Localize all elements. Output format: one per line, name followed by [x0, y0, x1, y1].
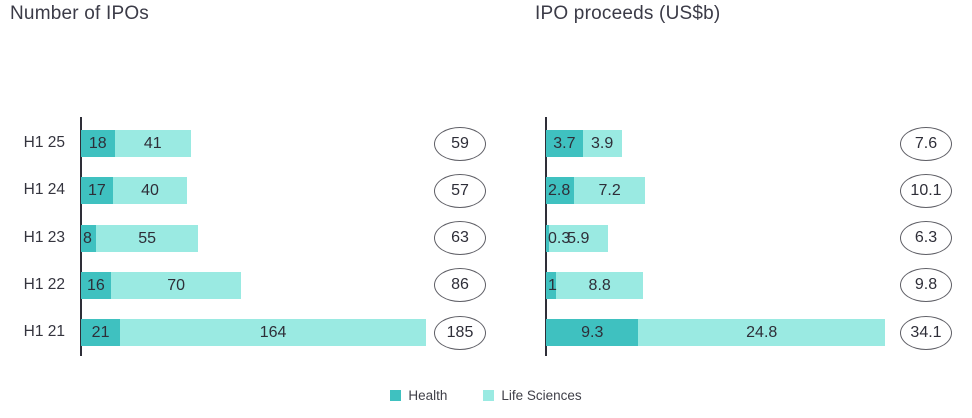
- legend-label-health: Health: [408, 387, 448, 403]
- bar-value-label: 9.3: [581, 324, 604, 341]
- bar-value-label: 18: [88, 135, 107, 152]
- chart-title-number-of-ipos: Number of IPOs: [10, 3, 150, 24]
- health-swatch-icon: [390, 389, 402, 401]
- total-oval: [900, 315, 952, 350]
- bar-value-label: 3.7: [553, 135, 576, 152]
- legend-label-life-sciences: Life Sciences: [501, 387, 582, 403]
- bar-value-label: 16: [87, 276, 105, 294]
- total-oval: [434, 173, 486, 208]
- total-value-label: 86: [451, 276, 469, 294]
- bar-segment-health: [546, 177, 574, 205]
- bar-segment-life-sciences: [573, 177, 646, 205]
- total-oval: [434, 126, 486, 161]
- total-oval: [900, 268, 952, 303]
- category-label: H1 24: [23, 181, 65, 199]
- total-oval: [434, 268, 486, 303]
- bar-segment-life-sciences: [638, 319, 885, 346]
- total-value-label: 7.6: [914, 134, 938, 152]
- total-value-label: 57: [451, 181, 469, 199]
- bar-segment-life-sciences: [110, 271, 242, 299]
- bar-segment-life-sciences: [548, 224, 608, 252]
- legend-item-health: Health: [390, 388, 447, 403]
- total-value-label: 10.1: [910, 181, 942, 199]
- bar-segment-life-sciences: [120, 319, 426, 346]
- total-oval: [434, 315, 486, 350]
- bar-value-label: 21: [91, 324, 110, 341]
- legend: Health Life Sciences: [0, 385, 972, 405]
- bar-segment-health: [81, 177, 113, 205]
- bar-value-label: 1: [548, 276, 557, 294]
- bar-segment-health: [546, 271, 556, 299]
- life-sciences-swatch-icon: [483, 389, 495, 401]
- bar-segment-life-sciences: [112, 177, 188, 205]
- total-value-label: 59: [451, 134, 469, 152]
- legend-item-life-sciences: Life Sciences: [483, 387, 582, 403]
- total-oval: [900, 126, 952, 161]
- category-label: H1 23: [23, 228, 65, 246]
- bar-value-label: 41: [143, 135, 162, 152]
- total-oval: [900, 221, 952, 255]
- bar-value-label: 17: [87, 182, 106, 200]
- bar-value-label: 40: [141, 182, 159, 200]
- bar-value-label: 164: [259, 324, 287, 341]
- category-label: H1 25: [23, 134, 65, 151]
- bar-value-label: 3.9: [591, 135, 614, 152]
- bar-segment-life-sciences: [95, 224, 199, 252]
- total-value-label: 185: [446, 323, 474, 341]
- bar-value-label: 8.8: [588, 276, 611, 294]
- bar-value-label: 7.2: [598, 182, 621, 200]
- total-oval: [434, 221, 486, 255]
- total-value-label: 63: [451, 229, 469, 246]
- bar-segment-health: [546, 130, 583, 157]
- total-oval: [900, 173, 952, 208]
- total-value-label: 34.1: [910, 323, 942, 341]
- category-label: H1 21: [23, 323, 65, 340]
- bar-segment-life-sciences: [114, 130, 192, 157]
- bar-value-label: 2.8: [548, 182, 571, 200]
- total-value-label: 6.3: [914, 229, 938, 246]
- bar-value-label: 24.8: [746, 324, 778, 341]
- bar-segment-health: [81, 271, 111, 299]
- bar-segment-health: [81, 319, 121, 346]
- bar-segment-health: [546, 319, 639, 346]
- total-value-label: 9.8: [914, 276, 938, 294]
- bar-segment-life-sciences: [582, 130, 622, 157]
- chart-title-ipo-proceeds: IPO proceeds (US$b): [535, 3, 721, 24]
- bar-value-label: 8: [83, 229, 92, 247]
- bar-value-label: 5.9: [567, 229, 590, 247]
- bar-value-label: 55: [138, 229, 157, 247]
- bar-segment-health: [81, 224, 96, 252]
- bar-value-label: 0.3: [548, 229, 571, 247]
- bar-segment-health: [546, 224, 549, 252]
- bar-value-label: 70: [167, 276, 185, 294]
- bar-segment-life-sciences: [555, 271, 644, 299]
- category-label: H1 22: [23, 275, 65, 293]
- bar-segment-health: [81, 130, 115, 157]
